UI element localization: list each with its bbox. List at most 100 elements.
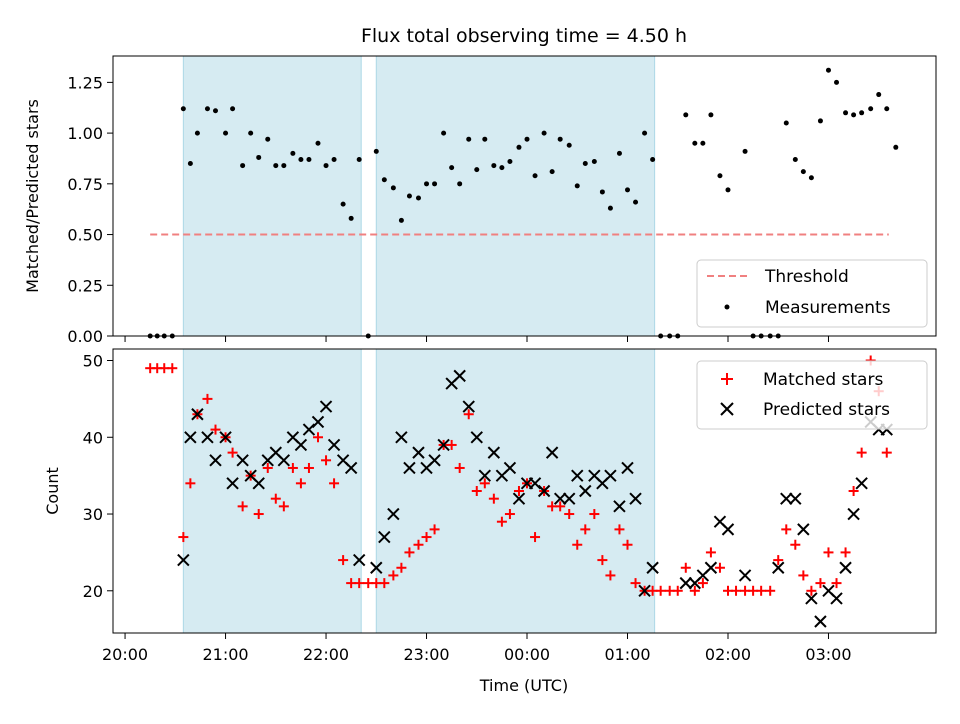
predicted-star-point	[704, 561, 718, 574]
count-panel: 20 30 40 50 20:00 21:00 22:00 23:00 00:00 01:00 0…	[43, 348, 937, 695]
matched-star-point	[303, 462, 314, 473]
measurement-point	[356, 156, 362, 162]
matched-star-point	[185, 478, 196, 489]
matched-star-point	[856, 447, 867, 458]
y-tick-label: 50	[83, 352, 103, 371]
legend-measurements-swatch	[724, 304, 730, 310]
matched-star-point	[253, 509, 264, 520]
x-tick-label: 21:00	[202, 645, 248, 664]
measurement-point	[650, 156, 656, 162]
matched-star-point	[765, 585, 776, 596]
matched-star-point	[396, 562, 407, 573]
matched-star-point	[773, 555, 784, 566]
matched-star-point	[605, 570, 616, 581]
predicted-star-point	[855, 477, 868, 490]
predicted-star-point	[344, 461, 358, 475]
measurement-point	[406, 193, 412, 199]
measurement-point	[532, 173, 538, 179]
measurement-point	[457, 181, 463, 187]
observing-intervals	[182, 55, 656, 337]
measurement-point	[700, 140, 706, 146]
measurement-point	[180, 106, 186, 112]
measurement-point	[683, 112, 689, 118]
matched-star-point	[572, 539, 583, 550]
observing-interval-band	[375, 55, 656, 337]
count-legend: Matched stars Predicted stars	[696, 360, 928, 430]
measurement-point	[868, 106, 874, 112]
measurement-point	[390, 185, 396, 191]
predicted-star-point	[545, 446, 559, 459]
matched-star-point	[287, 462, 298, 473]
matched-star-point	[655, 585, 666, 596]
measurement-point	[642, 130, 648, 136]
measurement-point	[834, 79, 840, 85]
measurement-point	[817, 118, 823, 124]
matched-star-point	[530, 532, 541, 543]
matched-star-point	[622, 539, 633, 550]
measurement-point	[204, 106, 210, 112]
y-tick-label: 1.25	[67, 73, 103, 92]
y-tick-label: 0.00	[67, 327, 103, 346]
predicted-star-point	[428, 454, 441, 467]
x-tick-label: 00:00	[504, 645, 550, 664]
measurement-point	[742, 148, 748, 154]
matched-star-point	[404, 547, 415, 558]
measurement-point	[315, 140, 321, 146]
measurement-point	[348, 215, 354, 221]
predicted-star-point	[772, 561, 785, 574]
measurement-point	[574, 183, 580, 189]
measurement-point	[800, 169, 806, 175]
measurement-point	[474, 167, 480, 173]
matched-star-point	[321, 455, 332, 466]
predicted-star-point	[453, 369, 466, 383]
observing-interval-band	[182, 55, 362, 337]
measurement-point	[230, 106, 236, 112]
x-tick-label: 01:00	[604, 645, 650, 664]
measurement-point	[717, 173, 723, 179]
measurement-point	[256, 154, 262, 160]
measurement-point	[516, 144, 522, 150]
predicted-star-point	[478, 469, 492, 482]
measurement-point	[323, 163, 329, 169]
predicted-star-point	[839, 561, 852, 574]
measurement-point	[843, 110, 849, 116]
measurement-point	[298, 156, 304, 162]
y-tick-label: 0.75	[67, 175, 103, 194]
measurement-point	[599, 189, 605, 195]
count-points	[145, 355, 893, 628]
x-axis-label: Time (UTC)	[479, 676, 568, 695]
measurement-point	[331, 156, 337, 162]
predicted-star-point	[579, 484, 592, 498]
matched-star-point	[237, 501, 248, 512]
measurement-points	[147, 67, 899, 339]
predicted-star-point	[814, 615, 827, 628]
matched-star-point	[496, 516, 507, 527]
matched-star-point	[295, 478, 306, 489]
matched-star-point	[463, 409, 474, 420]
measurement-point	[507, 159, 513, 165]
ratio-y-ticks: 0.00 0.25 0.50 0.75 1.00 1.25	[67, 73, 113, 346]
measurement-point	[792, 156, 798, 162]
measurement-point	[449, 165, 455, 171]
ratio-panel: Flux total observing time = 4.50 h 0.000…	[23, 25, 937, 346]
matched-star-point	[731, 585, 742, 596]
matched-star-point	[479, 478, 490, 489]
measurement-point	[466, 136, 472, 142]
y-tick-label: 0.50	[67, 226, 103, 245]
measurement-point	[607, 205, 613, 211]
x-tick-label: 22:00	[303, 645, 349, 664]
measurement-point	[876, 92, 882, 98]
matched-star-point	[227, 447, 238, 458]
measurement-point	[859, 110, 865, 116]
legend-predicted-label: Predicted stars	[763, 400, 890, 420]
measurement-point	[398, 217, 404, 223]
measurement-point	[524, 136, 530, 142]
predicted-star-point	[780, 492, 793, 505]
measurement-point	[616, 150, 622, 156]
matched-star-point	[697, 578, 708, 589]
predicted-star-point	[621, 461, 634, 475]
matched-star-point	[790, 539, 801, 550]
legend-predicted-swatch	[720, 402, 734, 416]
count-legend-box	[696, 360, 928, 430]
matched-star-point	[781, 524, 792, 535]
